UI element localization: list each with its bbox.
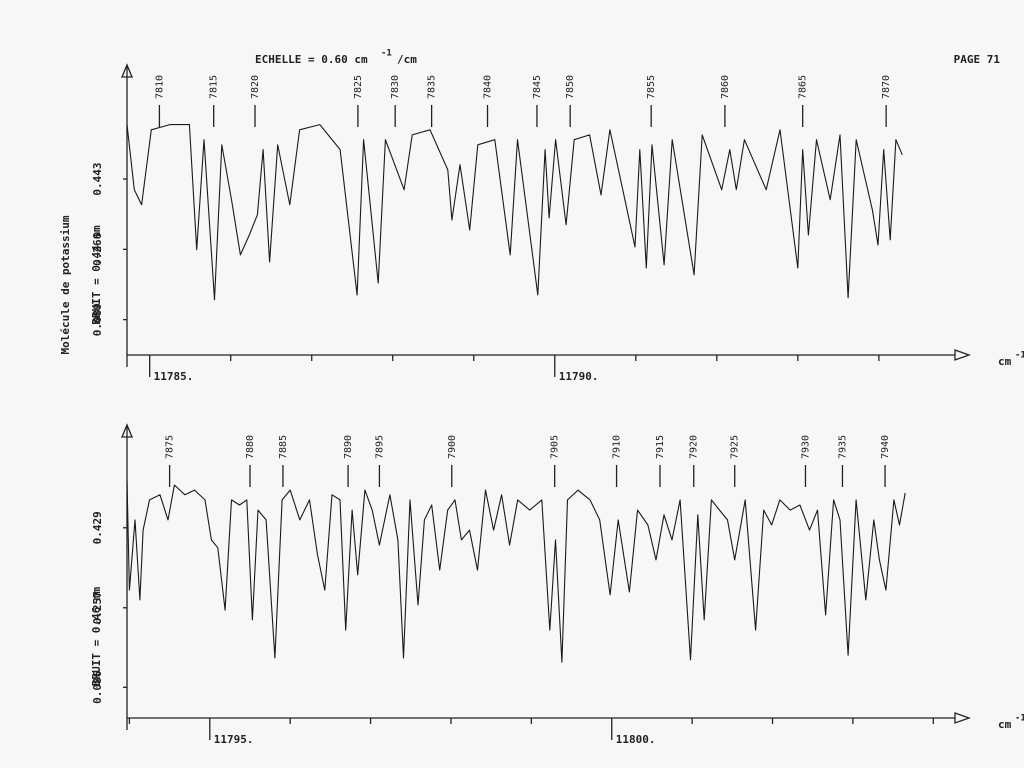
line-assignment: 7830 [390,75,401,99]
y-tick-label: 0.089 [91,303,104,336]
y-tick-label: 0.429 [91,511,104,544]
scale-superscript: -1 [381,49,392,59]
x-axis-arrow [954,349,971,361]
x-axis-unit: cm [998,718,1012,731]
line-assignment: 7825 [353,75,364,99]
y-axis-arrow [121,423,133,438]
line-assignment: 7885 [278,435,289,459]
spectrum-trace [126,479,906,663]
line-assignment: 7855 [646,75,657,99]
line-assignment: 7940 [880,435,891,459]
y-axis-label: BRUIT = 0.44 mm [90,225,103,325]
x-axis-unit: cm [998,355,1012,368]
line-assignment: 7860 [720,75,731,99]
y-tick-label: 0.266 [91,232,104,265]
line-assignment: 7850 [565,75,576,99]
y-axis-arrow [121,63,133,78]
y-tick-label: 0.443 [91,162,104,195]
spectrum-trace [126,124,903,301]
side-label: Molécule de potassium [59,215,72,354]
x-axis-unit-superscript: -1 [1015,351,1024,361]
line-assignment: 7815 [209,75,220,99]
scale-text: ECHELLE = 0.60 cm [255,53,368,66]
page-label: PAGE 71 [954,53,1001,66]
line-assignment: 7915 [655,435,666,459]
x-tick-label: 11790. [559,370,599,383]
line-assignment: 7820 [250,75,261,99]
x-tick-label: 11785. [154,370,194,383]
line-assignment: 7840 [483,75,494,99]
line-assignment: 7835 [427,75,438,99]
line-assignment: 7935 [837,435,848,459]
x-tick-label: 11795. [214,733,254,746]
line-assignment: 7865 [798,75,809,99]
line-assignment: 7910 [612,435,623,459]
line-assignment: 7925 [730,435,741,459]
scale-suffix: /cm [397,53,417,66]
line-assignment: 7845 [532,75,543,99]
line-assignment: 7900 [447,435,458,459]
line-assignment: 7920 [689,435,700,459]
line-assignment: 7895 [374,435,385,459]
line-assignment: 7880 [245,435,256,459]
line-assignment: 7870 [881,75,892,99]
y-tick-label: 0.257 [91,591,104,624]
line-assignment: 7875 [165,435,176,459]
x-axis-unit-superscript: -1 [1015,714,1024,724]
line-assignment: 7905 [550,435,561,459]
y-axis-label: BRUIT = 0.46 mm [90,586,103,686]
y-tick-label: 0.086 [91,670,104,703]
line-assignment: 7890 [343,435,354,459]
line-assignment: 7930 [800,435,811,459]
line-assignment: 7810 [154,75,165,99]
x-axis-arrow [954,712,971,724]
x-tick-label: 11800. [616,733,656,746]
